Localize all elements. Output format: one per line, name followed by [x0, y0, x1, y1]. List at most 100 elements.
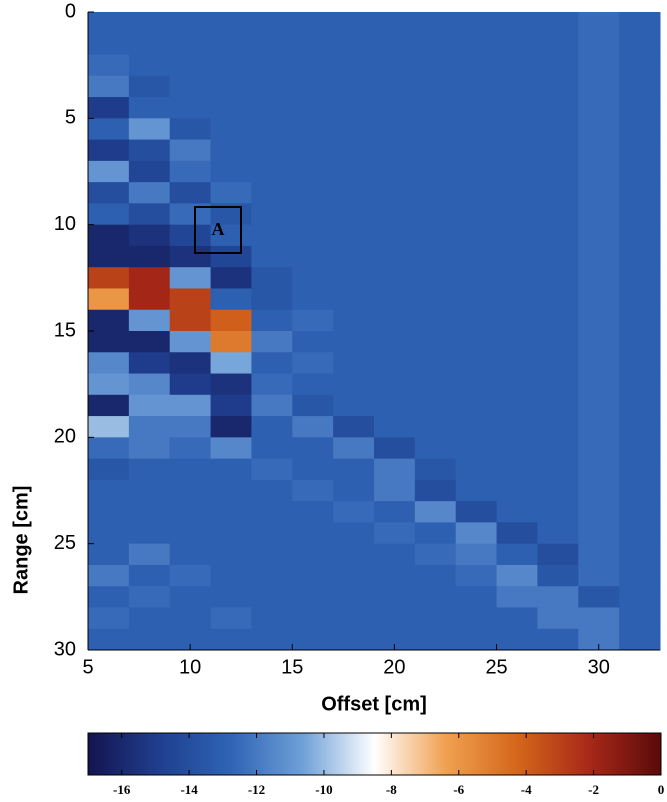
heat-cell [88, 245, 130, 268]
heat-cell [619, 501, 661, 523]
heat-cell [374, 586, 416, 608]
heat-cell [414, 479, 457, 502]
heat-cell [128, 33, 171, 56]
heat-cell [537, 373, 579, 396]
heat-cell [88, 437, 130, 460]
heat-cell [169, 97, 212, 119]
heat-cell [496, 586, 538, 608]
heat-cell [88, 118, 130, 141]
heat-cell [210, 75, 252, 98]
heat-cell [128, 160, 171, 183]
heat-cell [496, 458, 538, 481]
heat-cell [455, 267, 498, 289]
heat-cell [88, 224, 130, 247]
heat-cell [88, 373, 130, 396]
heat-cell [455, 182, 498, 204]
heat-cell [333, 203, 375, 226]
heat-cell [333, 118, 375, 141]
heat-cell [128, 75, 171, 98]
heat-cell [210, 309, 252, 332]
heat-cell [333, 628, 375, 651]
heat-cell [537, 586, 579, 608]
colorbar-tick-label: -8 [386, 782, 397, 797]
heat-cell [537, 437, 579, 460]
heat-cell [128, 352, 171, 375]
heat-cell [128, 54, 171, 77]
heat-cell [128, 139, 171, 162]
heat-cell [455, 331, 498, 353]
heat-cell [619, 182, 661, 204]
heat-cell [292, 543, 334, 566]
heat-cell [496, 309, 538, 332]
heat-cell [578, 373, 620, 396]
heat-cell [88, 309, 130, 332]
heat-cell [619, 522, 661, 545]
heat-cell [619, 543, 661, 566]
heat-cell [210, 54, 252, 77]
heat-cell [292, 628, 334, 651]
heat-cell [210, 182, 252, 204]
heat-cell [455, 75, 498, 98]
heat-cell [333, 458, 375, 481]
heat-cell [619, 160, 661, 183]
x-axis-label: Offset [cm] [321, 693, 427, 715]
heat-cell [374, 118, 416, 141]
heat-cell [414, 12, 457, 34]
heat-cell [88, 267, 130, 289]
annotation-box [194, 206, 242, 254]
heat-cell [292, 139, 334, 162]
heat-cell [169, 458, 212, 481]
heat-cell [210, 118, 252, 141]
heat-cell [169, 288, 212, 311]
heat-cell [455, 479, 498, 502]
heat-cell [128, 12, 171, 34]
heat-cell [537, 160, 579, 183]
heat-cell [251, 607, 293, 630]
heat-cell [578, 331, 620, 353]
heat-cell [619, 224, 661, 247]
heat-cell [333, 607, 375, 630]
heat-cell [88, 331, 130, 353]
heat-cell [210, 33, 252, 56]
heat-cell [414, 522, 457, 545]
heat-cell [292, 288, 334, 311]
heat-cell [537, 224, 579, 247]
heat-cell [455, 203, 498, 226]
heat-cell [578, 224, 620, 247]
heat-cell [292, 352, 334, 375]
heat-cell [128, 543, 171, 566]
heat-cell [374, 12, 416, 34]
colorbar [87, 732, 662, 776]
heat-cell [333, 543, 375, 566]
heat-cell [88, 586, 130, 608]
heat-cell [619, 288, 661, 311]
heat-cell [210, 352, 252, 375]
colorbar-tick-label: -12 [248, 782, 265, 797]
heat-cell [210, 288, 252, 311]
heat-cell [210, 373, 252, 396]
heat-cell [333, 160, 375, 183]
heat-cell [169, 543, 212, 566]
heat-cell [414, 331, 457, 353]
heat-cell [88, 564, 130, 587]
heat-cell [455, 628, 498, 651]
heat-cell [169, 564, 212, 587]
heat-cell [537, 479, 579, 502]
heat-cell [169, 139, 212, 162]
heat-cell [455, 586, 498, 608]
heat-cell [169, 203, 212, 226]
heat-cell [88, 33, 130, 56]
heat-cell [169, 182, 212, 204]
heat-cell [128, 331, 171, 353]
heat-cell [251, 160, 293, 183]
heat-cell [455, 352, 498, 375]
heat-cell [619, 12, 661, 34]
heat-cell [455, 394, 498, 417]
heat-cell [619, 416, 661, 438]
heat-cell [333, 12, 375, 34]
heat-cell [414, 267, 457, 289]
colorbar-tick-label: -4 [521, 782, 532, 797]
heat-cell [455, 458, 498, 481]
heat-cell [374, 416, 416, 438]
heat-cell [374, 607, 416, 630]
